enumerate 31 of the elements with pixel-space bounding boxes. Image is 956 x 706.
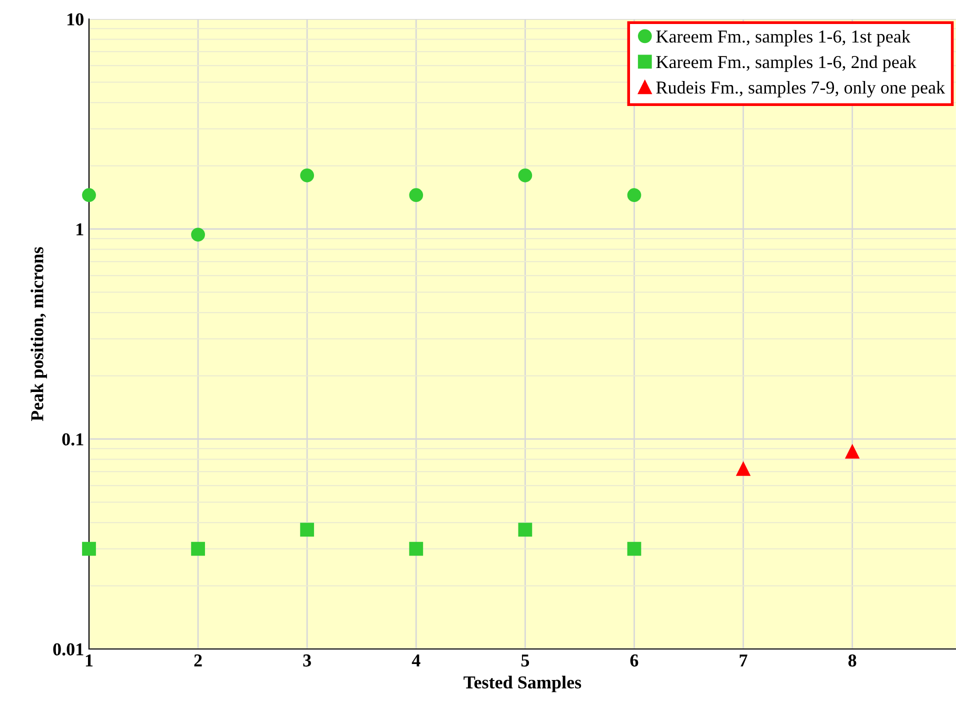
point <box>627 542 642 556</box>
x-tick-label: 7 <box>740 654 748 666</box>
point <box>300 522 314 537</box>
x-tick-label: 5 <box>521 654 530 667</box>
y-axis-title: Peak position, microns <box>30 247 47 422</box>
point <box>518 522 532 537</box>
y-tick-label: 1 <box>76 223 84 236</box>
point <box>191 228 205 242</box>
x-tick-label: 6 <box>630 654 638 667</box>
point <box>845 444 860 459</box>
point <box>736 462 750 476</box>
point <box>409 188 424 202</box>
x-tick-label: 8 <box>848 654 856 667</box>
point <box>191 542 205 556</box>
y-tick-label: 10 <box>68 13 84 26</box>
point <box>300 168 314 182</box>
x-tick-label: 2 <box>194 654 202 666</box>
point <box>82 188 96 202</box>
y-tick-label: 0.01 <box>53 643 84 656</box>
x-tick-label: 3 <box>303 654 311 667</box>
point <box>627 188 642 202</box>
x-tick-label: 4 <box>412 654 420 666</box>
legend-label: Rudeis Fm., samples 7-9, only one peak <box>656 80 946 98</box>
y-tick-label: 0.1 <box>62 433 84 446</box>
point <box>82 542 96 556</box>
legend-label: Kareem Fm., samples 1-6, 1st peak <box>656 30 910 46</box>
point <box>518 168 532 182</box>
x-axis-title: Tested Samples <box>464 676 582 692</box>
legend-label: Kareem Fm., samples 1-6, 2nd peak <box>656 55 916 72</box>
point <box>409 542 424 556</box>
x-tick-label: 1 <box>86 654 93 666</box>
